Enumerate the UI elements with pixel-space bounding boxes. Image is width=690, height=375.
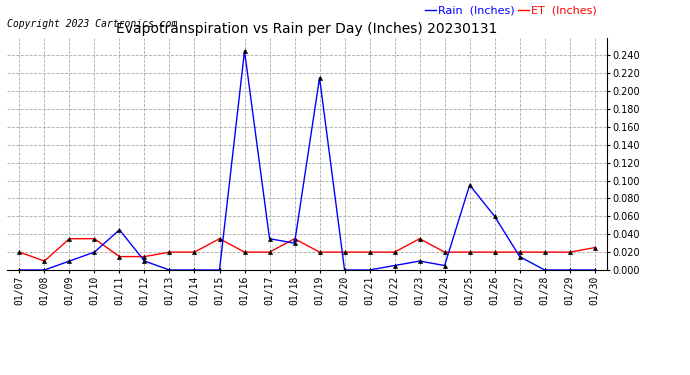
ET  (Inches) <box>515 254 524 259</box>
Rain  (Inches) <box>440 250 449 254</box>
ET  (Inches) <box>266 237 274 241</box>
ET  (Inches) <box>166 268 174 272</box>
ET  (Inches) <box>140 259 148 263</box>
Rain  (Inches) <box>491 250 499 254</box>
ET  (Inches) <box>366 268 374 272</box>
ET  (Inches) <box>115 228 124 232</box>
ET  (Inches) <box>315 75 324 80</box>
Rain  (Inches) <box>515 250 524 254</box>
ET  (Inches) <box>391 263 399 268</box>
Rain  (Inches) <box>290 237 299 241</box>
ET  (Inches) <box>40 268 48 272</box>
Line: Rain  (Inches): Rain (Inches) <box>17 237 597 263</box>
Rain  (Inches) <box>315 250 324 254</box>
Rain  (Inches) <box>40 259 48 263</box>
ET  (Inches) <box>290 241 299 245</box>
Rain  (Inches) <box>591 245 599 250</box>
Rain  (Inches) <box>66 237 74 241</box>
ET  (Inches) <box>15 268 23 272</box>
Rain  (Inches) <box>115 254 124 259</box>
Text: Copyright 2023 Cartronics.com: Copyright 2023 Cartronics.com <box>7 19 177 29</box>
ET  (Inches) <box>190 268 199 272</box>
Rain  (Inches) <box>391 250 399 254</box>
ET  (Inches) <box>215 268 224 272</box>
ET  (Inches) <box>240 49 248 53</box>
ET  (Inches) <box>540 268 549 272</box>
ET  (Inches) <box>340 268 348 272</box>
ET  (Inches) <box>566 268 574 272</box>
Rain  (Inches) <box>340 250 348 254</box>
ET  (Inches) <box>466 183 474 187</box>
Rain  (Inches) <box>166 250 174 254</box>
ET  (Inches) <box>440 263 449 268</box>
Legend: Rain  (Inches), ET  (Inches): Rain (Inches), ET (Inches) <box>420 1 602 20</box>
Rain  (Inches) <box>15 250 23 254</box>
Rain  (Inches) <box>90 237 99 241</box>
ET  (Inches) <box>66 259 74 263</box>
Rain  (Inches) <box>140 254 148 259</box>
ET  (Inches) <box>491 214 499 219</box>
Rain  (Inches) <box>466 250 474 254</box>
Rain  (Inches) <box>366 250 374 254</box>
Rain  (Inches) <box>190 250 199 254</box>
Rain  (Inches) <box>240 250 248 254</box>
Rain  (Inches) <box>415 237 424 241</box>
Title: Evapotranspiration vs Rain per Day (Inches) 20230131: Evapotranspiration vs Rain per Day (Inch… <box>117 22 497 36</box>
Line: ET  (Inches): ET (Inches) <box>17 49 597 272</box>
ET  (Inches) <box>415 259 424 263</box>
ET  (Inches) <box>90 250 99 254</box>
Rain  (Inches) <box>266 250 274 254</box>
Rain  (Inches) <box>215 237 224 241</box>
ET  (Inches) <box>591 268 599 272</box>
Rain  (Inches) <box>566 250 574 254</box>
Rain  (Inches) <box>540 250 549 254</box>
